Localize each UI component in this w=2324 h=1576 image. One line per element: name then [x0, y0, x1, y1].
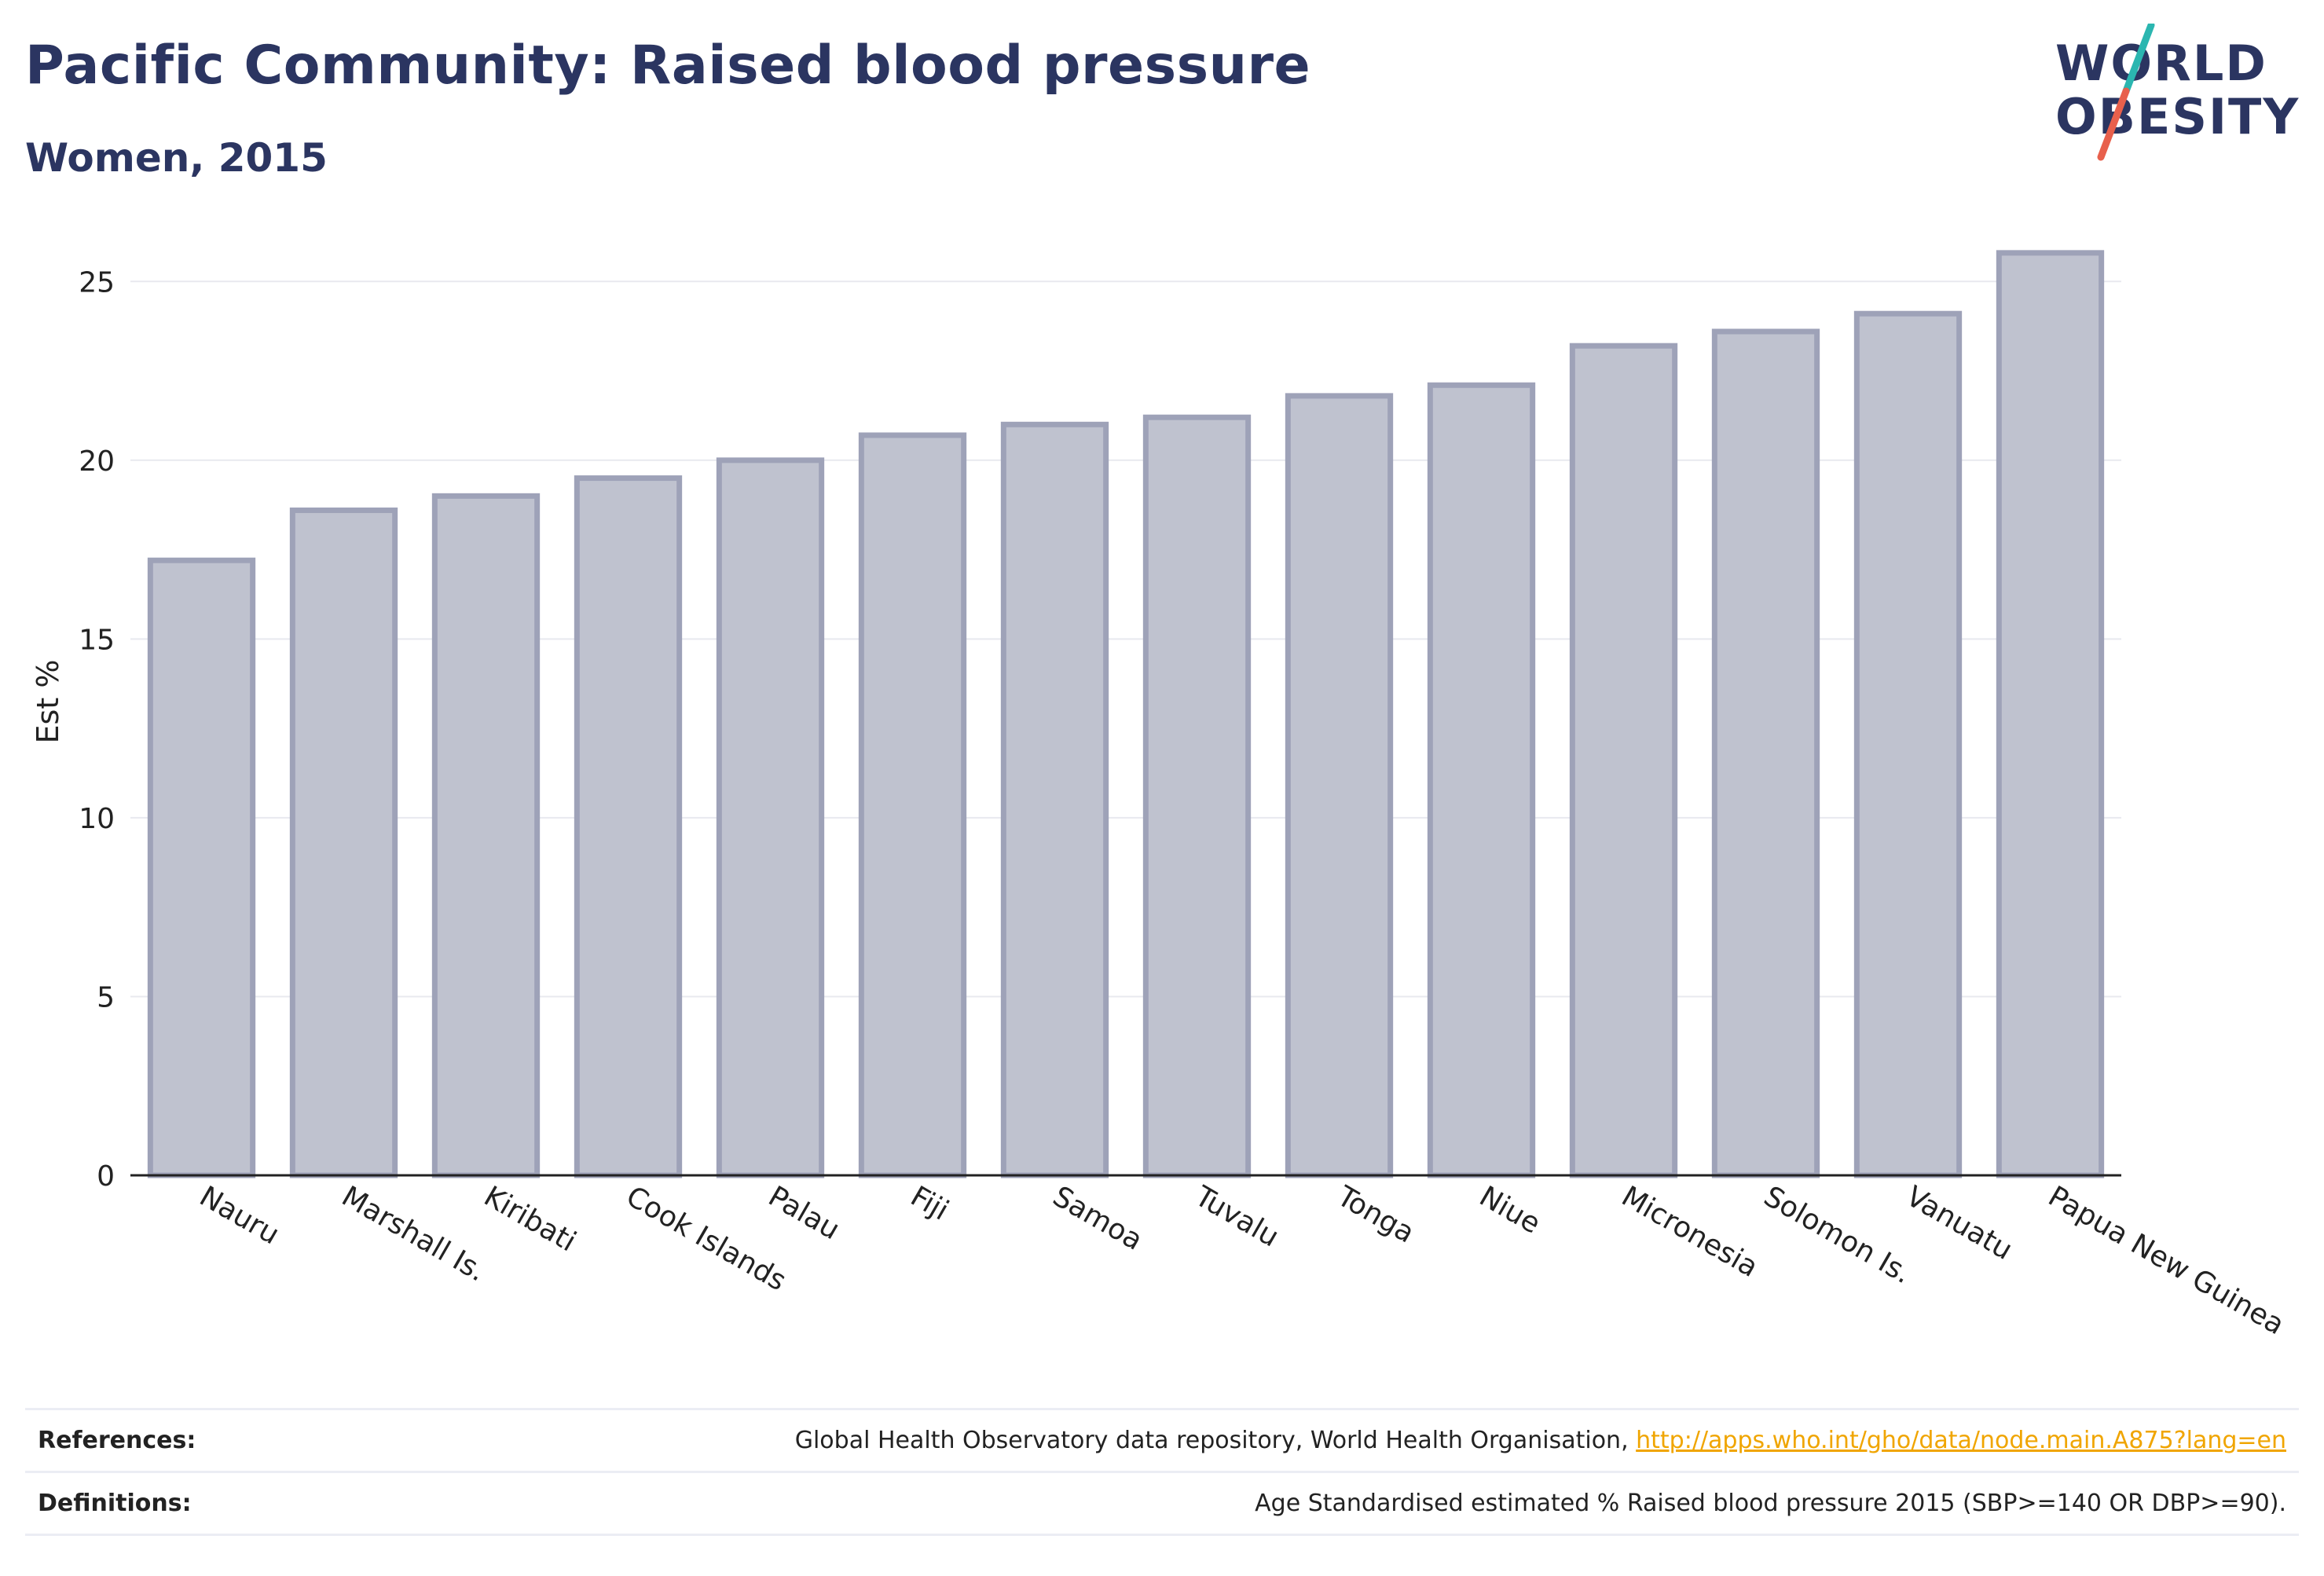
y-tick-label: 20 [79, 445, 115, 478]
bar-chart: 0 5 10 15 20 25 Nauru Marshall Is.Kiribati Cook… [31, 250, 2289, 1342]
bar [147, 557, 256, 1178]
bar [1569, 343, 1678, 1178]
bar [716, 457, 825, 1178]
bar [289, 508, 398, 1178]
bar [1000, 421, 1109, 1178]
definitions-row: Definitions: Age Standardised estimated … [25, 1471, 2299, 1533]
x-tick-label: Papua New Guinea [2043, 1180, 2289, 1341]
references-text-wrap: Global Health Observatory data repositor… [795, 1427, 2299, 1454]
gridlines [130, 280, 2121, 998]
x-tick-label: Solomon Is. [1758, 1180, 1917, 1290]
footer-divider [25, 1534, 2299, 1536]
y-tick-label: 0 [97, 1160, 115, 1193]
x-tick-label: Nauru [194, 1180, 284, 1251]
y-tick-label: 15 [79, 624, 115, 656]
y-axis-label: Est % [31, 660, 65, 744]
references-label: References: [38, 1426, 196, 1454]
x-tick-label: Marshall Is. [336, 1180, 491, 1288]
references-text: Global Health Observatory data repositor… [794, 1426, 1637, 1454]
x-tick-label: Palau [763, 1180, 845, 1246]
bar [1427, 382, 1536, 1178]
x-tick-label: Samoa [1047, 1180, 1148, 1257]
y-tick-label: 10 [79, 803, 115, 835]
bar [431, 493, 541, 1178]
logo-slash-teal [2122, 24, 2155, 95]
x-tick-label: Fiji [905, 1180, 954, 1227]
bar [858, 432, 967, 1178]
bars [147, 250, 2105, 1178]
definitions-text: Age Standardised estimated % Raised bloo… [1255, 1489, 2286, 1517]
y-tick-label: 25 [79, 266, 115, 299]
y-tick-labels: 0 5 10 15 20 25 [79, 266, 115, 1193]
x-tick-label: Kiribati [478, 1180, 581, 1258]
bar [1711, 328, 1820, 1178]
x-tick-label: Tuvalu [1189, 1180, 1284, 1254]
references-link[interactable]: http://apps.who.int/gho/data/node.main.A… [1636, 1426, 2286, 1454]
logo-line1: WORLD [2055, 35, 2267, 92]
world-obesity-logo: WORLD OBESITY [2055, 24, 2300, 161]
x-tick-label: Niue [1474, 1180, 1545, 1240]
logo-slash-red [2097, 87, 2130, 161]
logo-line2: OBESITY [2055, 88, 2300, 145]
x-tick-label: Cook Islands [621, 1180, 791, 1297]
chart-subtitle: Women, 2015 [25, 135, 328, 181]
x-tick-labels: Nauru Marshall Is.Kiribati Cook IslandsPal… [194, 1180, 2289, 1342]
bar [1142, 414, 1252, 1178]
references-row: References: Global Health Observatory da… [25, 1408, 2299, 1470]
bar [574, 475, 683, 1178]
bar [1996, 250, 2105, 1178]
definitions-label: Definitions: [38, 1489, 192, 1517]
bar [1853, 310, 1963, 1178]
bar [1285, 393, 1394, 1178]
x-tick-label: Micronesia [1616, 1180, 1763, 1284]
x-tick-label: Vanuatu [1901, 1180, 2018, 1266]
y-tick-label: 5 [97, 981, 115, 1013]
x-tick-label: Tonga [1331, 1180, 1420, 1250]
chart-title: Pacific Community: Raised blood pressure [25, 35, 1311, 97]
